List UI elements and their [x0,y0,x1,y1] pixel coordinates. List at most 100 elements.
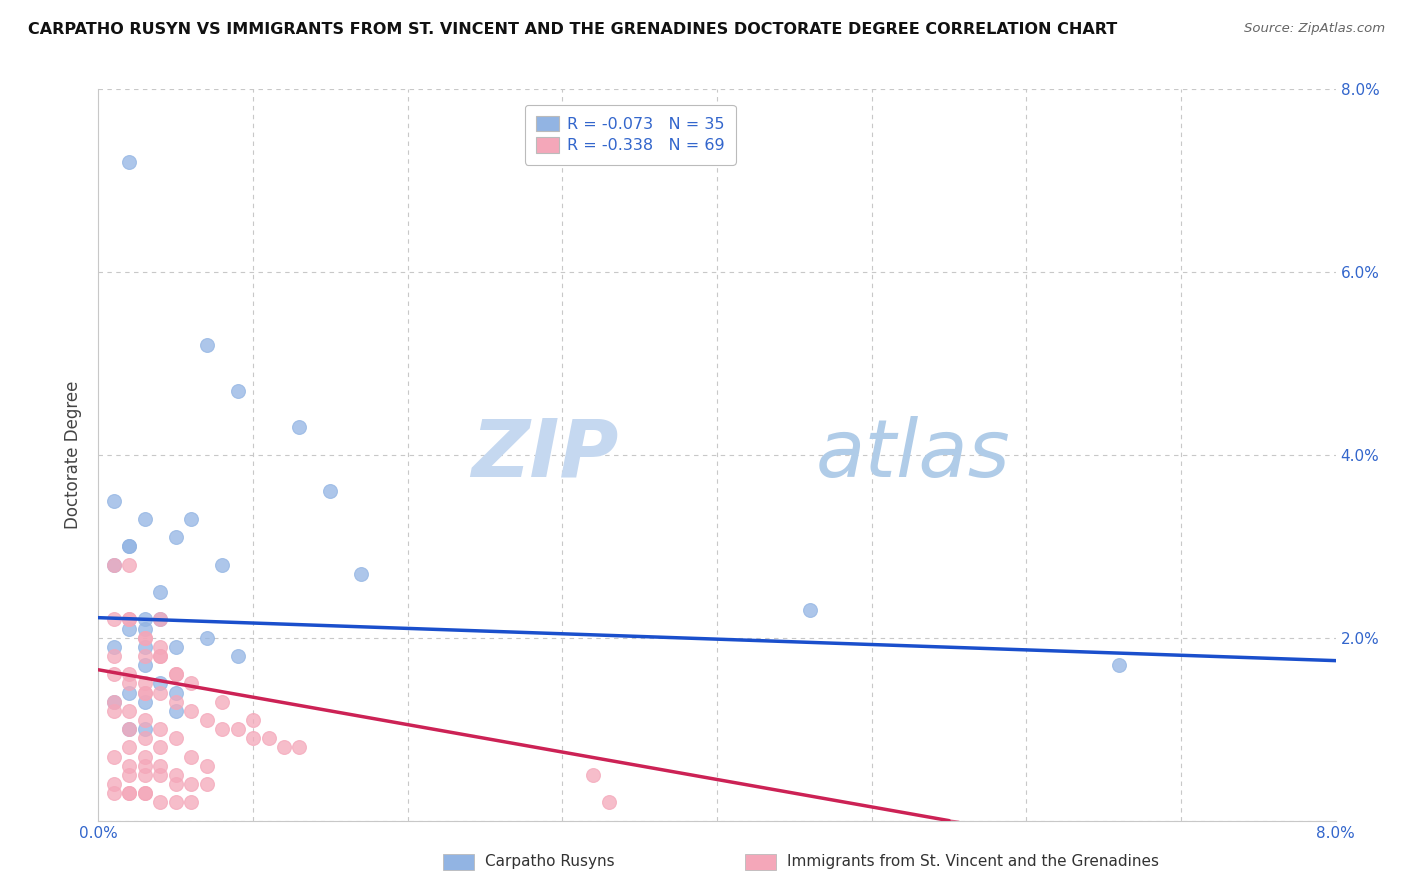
Point [195,631,218,645]
Point [103,777,125,791]
Point [598,796,620,810]
Point [118,740,141,755]
Point [149,796,172,810]
Point [242,731,264,746]
Point [134,786,156,800]
Point [799,603,821,617]
Point [103,649,125,664]
Point [195,713,218,727]
Text: Carpatho Rusyns: Carpatho Rusyns [485,855,614,869]
Point [118,723,141,737]
Point [134,676,156,690]
Point [134,512,156,526]
Point [211,723,233,737]
Point [165,777,187,791]
Point [103,704,125,718]
Point [165,530,187,544]
Point [149,649,172,664]
Point [149,676,172,690]
Point [118,786,141,800]
Point [103,695,125,709]
Point [134,631,156,645]
Point [134,695,156,709]
Point [118,758,141,772]
Point [226,649,249,664]
Point [118,768,141,782]
Point [149,613,172,627]
Point [226,723,249,737]
Point [118,539,141,553]
Point [149,740,172,755]
Point [134,723,156,737]
Point [134,622,156,636]
Point [134,640,156,654]
Point [103,695,125,709]
Point [165,731,187,746]
Point [103,786,125,800]
Point [118,613,141,627]
Point [257,731,280,746]
Point [118,613,141,627]
Point [350,566,373,581]
Point [180,796,202,810]
Point [134,631,156,645]
Text: ZIP: ZIP [471,416,619,494]
Point [118,685,141,699]
Point [180,704,202,718]
Point [134,731,156,746]
Point [103,558,125,572]
Point [582,768,605,782]
Point [103,667,125,681]
Point [118,558,141,572]
Point [242,713,264,727]
Point [319,484,342,499]
Point [211,695,233,709]
Point [134,685,156,699]
Legend: R = -0.073   N = 35, R = -0.338   N = 69: R = -0.073 N = 35, R = -0.338 N = 69 [526,104,735,165]
Point [134,658,156,673]
Point [180,676,202,690]
Point [180,777,202,791]
Y-axis label: Doctorate Degree: Doctorate Degree [65,381,83,529]
Point [118,704,141,718]
Point [118,676,141,690]
Point [118,786,141,800]
Point [195,338,218,352]
Point [149,768,172,782]
Point [149,640,172,654]
Point [195,777,218,791]
Point [134,685,156,699]
Point [118,539,141,553]
Point [195,758,218,772]
Point [118,723,141,737]
Point [103,558,125,572]
Point [103,493,125,508]
Point [165,640,187,654]
Point [165,667,187,681]
Text: Immigrants from St. Vincent and the Grenadines: Immigrants from St. Vincent and the Gren… [787,855,1160,869]
Point [134,713,156,727]
Point [149,649,172,664]
Point [165,796,187,810]
Point [1108,658,1130,673]
Text: CARPATHO RUSYN VS IMMIGRANTS FROM ST. VINCENT AND THE GRENADINES DOCTORATE DEGRE: CARPATHO RUSYN VS IMMIGRANTS FROM ST. VI… [28,22,1118,37]
Point [134,768,156,782]
Point [288,420,311,434]
Point [180,749,202,764]
Point [118,667,141,681]
Point [273,740,295,755]
Point [103,613,125,627]
Text: Source: ZipAtlas.com: Source: ZipAtlas.com [1244,22,1385,36]
Point [288,740,311,755]
Point [165,685,187,699]
Point [134,613,156,627]
Text: atlas: atlas [815,416,1011,494]
Point [165,768,187,782]
Point [134,749,156,764]
Point [226,384,249,398]
Point [118,155,141,169]
Point [149,585,172,599]
Point [134,786,156,800]
Point [149,723,172,737]
Point [180,512,202,526]
